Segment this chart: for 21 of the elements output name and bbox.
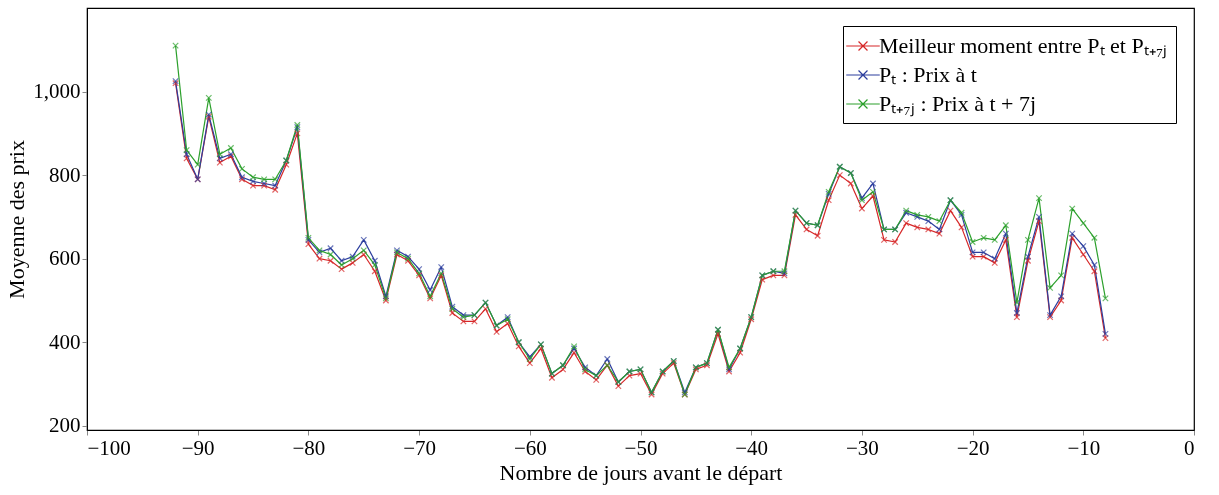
legend-label: Pₜ : Prix à t xyxy=(879,62,977,87)
legend-label: Meilleur moment entre Pₜ et Pₜ₊₇ⱼ xyxy=(879,33,1168,59)
y-tick-label: 400 xyxy=(49,329,81,354)
y-axis-title: Moyenne des prix xyxy=(4,140,30,299)
x-tick-label: −30 xyxy=(845,435,879,460)
x-tick-label: −80 xyxy=(292,435,326,460)
x-tick-label: −20 xyxy=(956,435,990,460)
x-tick-label: −40 xyxy=(735,435,769,460)
x-axis-title: Nombre de jours avant le départ xyxy=(499,459,783,485)
x-tick-label: 0 xyxy=(1184,435,1195,460)
y-tick-label: 600 xyxy=(49,246,81,271)
legend-label: Pₜ₊₇ⱼ : Prix à t + 7j xyxy=(879,91,1037,117)
x-tick-label: −70 xyxy=(403,435,437,460)
x-tick-label: −10 xyxy=(1067,435,1101,460)
x-tick-label: −50 xyxy=(624,435,658,460)
y-tick-label: 800 xyxy=(49,162,81,187)
x-tick-label: −100 xyxy=(87,435,131,460)
x-tick-label: −60 xyxy=(513,435,547,460)
x-tick-label: −90 xyxy=(181,435,215,460)
y-tick-label: 200 xyxy=(49,413,81,438)
y-tick-label: 1,000 xyxy=(33,79,81,104)
